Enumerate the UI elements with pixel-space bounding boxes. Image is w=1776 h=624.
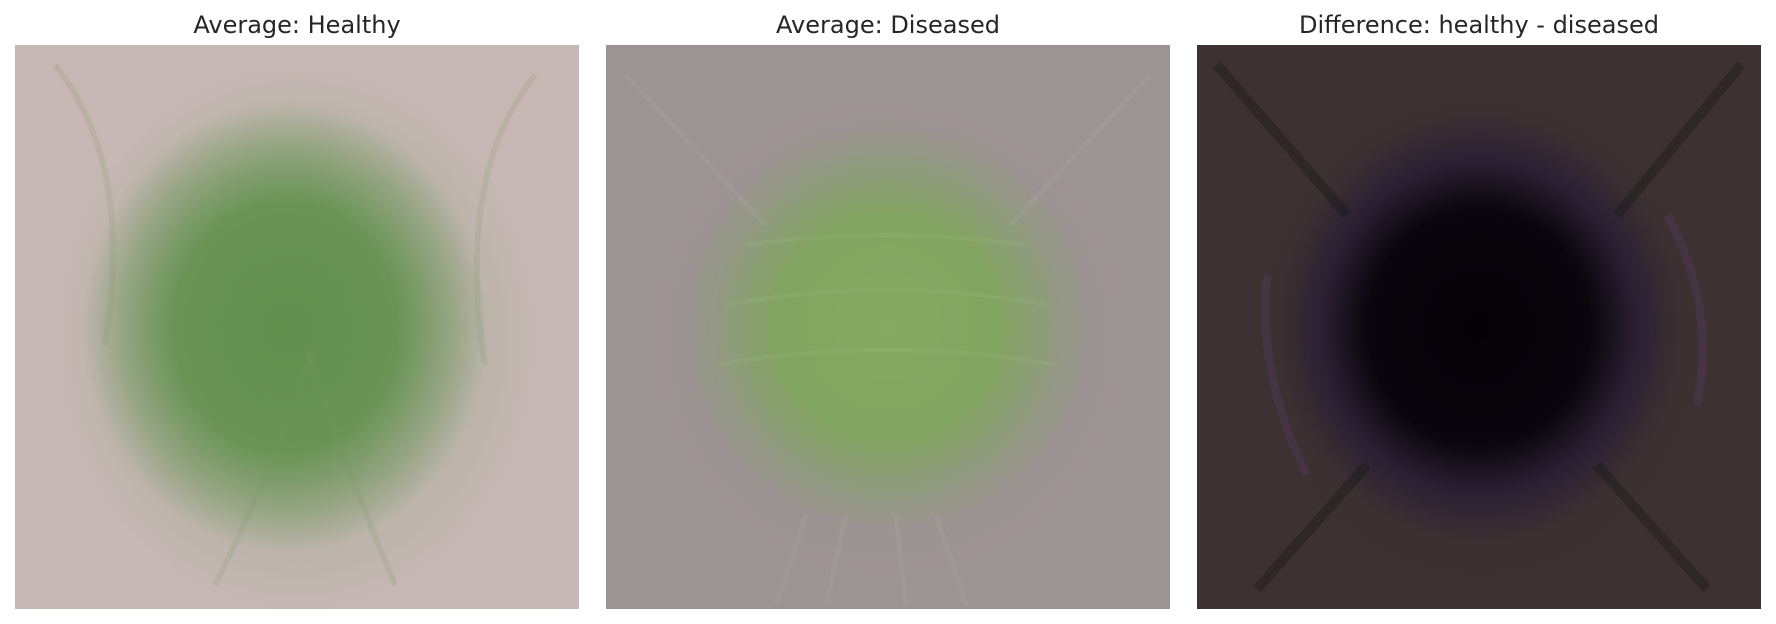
panel-diseased: Average: Diseased [606,0,1170,624]
healthy-texture [52,63,538,587]
diseased-texture [624,73,1152,606]
difference-image [1197,45,1761,609]
panel-title-difference: Difference: healthy - diseased [1299,11,1659,39]
difference-texture [1213,61,1745,593]
diseased-average-image [606,45,1170,609]
panel-title-healthy: Average: Healthy [193,11,401,39]
panel-healthy: Average: Healthy [15,0,579,624]
panel-title-diseased: Average: Diseased [776,11,1000,39]
panel-difference: Difference: healthy - diseased [1197,0,1761,624]
healthy-average-image [15,45,579,609]
